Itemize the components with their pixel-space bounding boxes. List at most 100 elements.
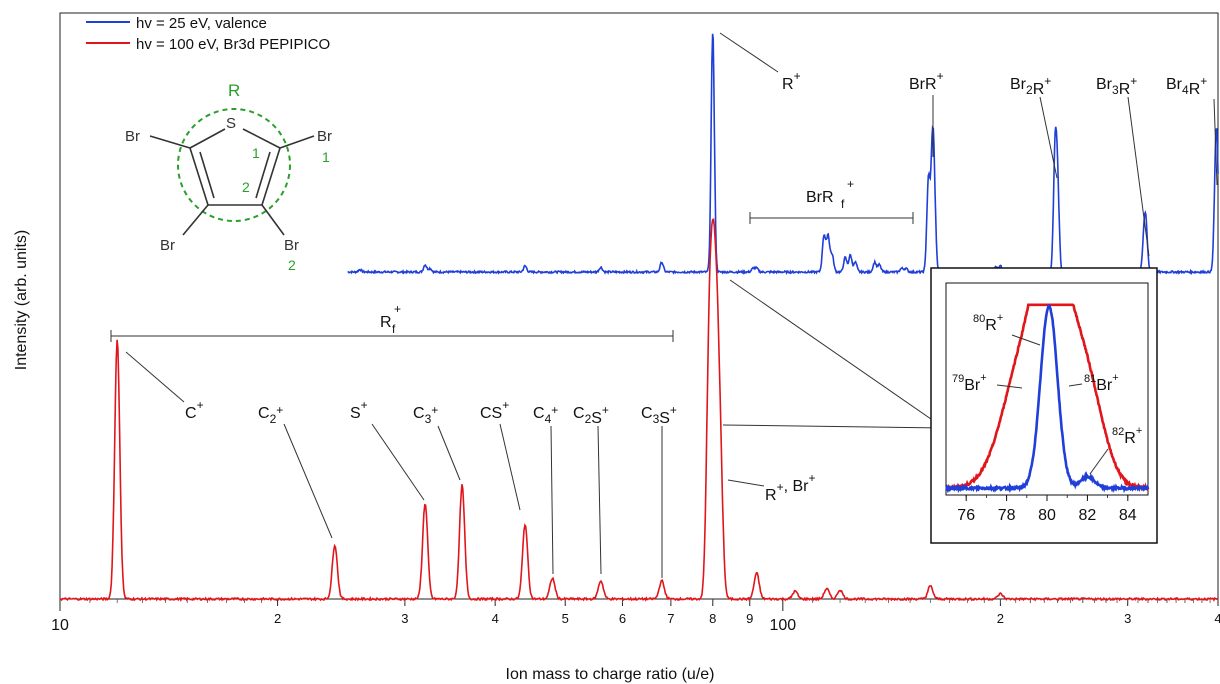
blue-peak-label: Br4R+ — [1166, 74, 1207, 98]
x-minor-tick-label: 4 — [1214, 611, 1220, 626]
blue-bracket-label-sub: f — [841, 197, 845, 211]
inset-peak-label: 81Br+ — [1084, 372, 1119, 394]
inset-leader — [996, 384, 1023, 389]
red-peak-label: C3S+ — [641, 403, 677, 427]
annotation-leader — [550, 425, 554, 575]
red-peak-label: C4+ — [533, 403, 558, 426]
annotation-leader — [125, 351, 185, 403]
red-bracket-label-sup: + — [394, 302, 401, 316]
annotation-leader — [597, 425, 602, 575]
blue-bracket-label: BrR — [806, 189, 834, 206]
bond — [279, 135, 315, 149]
annotation-leader — [499, 423, 521, 511]
red-peak-label: C+ — [185, 398, 204, 422]
red-peak-label: C3+ — [413, 403, 438, 426]
red-peak-label: C2+ — [258, 403, 283, 426]
inset-tick-label: 80 — [1038, 507, 1056, 524]
annotation-leader — [371, 423, 425, 501]
bracket-brrf — [749, 212, 914, 224]
x-minor-tick-label: 5 — [562, 611, 569, 626]
x-minor-tick-label: 2 — [274, 611, 281, 626]
x-minor-tick-label: 7 — [667, 611, 674, 626]
bond — [199, 151, 215, 199]
molecule-structure: R S Br Br Br Br 1 1 2 2 — [125, 81, 332, 273]
series-line-red — [59, 218, 1219, 602]
blue-bracket-label-sup: + — [847, 177, 854, 191]
bracket-rf — [110, 330, 674, 342]
y-axis-label: Intensity (arb. units) — [13, 230, 30, 371]
x-major-tick-label: 10 — [51, 617, 69, 634]
annotation-leader — [729, 279, 945, 429]
ring-dashed-circle — [177, 108, 291, 222]
red-bracket-label-sub: f — [392, 322, 396, 336]
inset-peak-label: 79Br+ — [952, 372, 987, 394]
bromine-atom: Br — [160, 237, 175, 254]
inset-x-ticks: 76 78 80 82 84 — [957, 495, 1137, 524]
blue-peak-label: Br2R+ — [1010, 74, 1051, 98]
red-peak-label: C2S+ — [573, 403, 609, 427]
inset-peak-label: 82R+ — [1112, 425, 1142, 447]
inset-peak-label: 80R+ — [973, 312, 1003, 334]
x-major-tick-label: 100 — [769, 617, 796, 634]
inset-tick-label: 78 — [998, 507, 1016, 524]
annotation-leader — [1039, 96, 1058, 179]
annotation-leader — [283, 423, 333, 539]
annotation-leader — [719, 32, 779, 73]
bond — [261, 147, 281, 206]
inset-series-line — [945, 304, 1150, 494]
blue-peak-label: BrR+ — [909, 69, 944, 93]
sulfur-atom: S — [226, 115, 236, 132]
inset-series-group — [945, 303, 1150, 494]
annotation-leader — [437, 425, 461, 481]
annotation-leader — [722, 424, 945, 429]
bromine-atom: Br — [317, 128, 332, 145]
legend-label-red: hv = 100 eV, Br3d PEPIPICO — [136, 36, 330, 53]
x-axis-ticks: 10 100 2 3 4 5 6 7 8 9 2 3 4 — [51, 599, 1220, 634]
red-peak-label: S+ — [350, 398, 368, 422]
x-axis-label: Ion mass to charge ratio (u/e) — [506, 666, 715, 683]
site-label-2: 2 — [288, 257, 296, 273]
red-bracket-label: R — [380, 314, 392, 331]
site-label-1: 1 — [252, 145, 260, 161]
x-minor-tick-label: 2 — [997, 611, 1004, 626]
x-minor-tick-label: 3 — [1124, 611, 1131, 626]
inset: 76 78 80 82 84 80R+ 79Br+ 81Br+ 82R+ — [930, 267, 1158, 544]
inset-leader — [1068, 383, 1083, 387]
inset-tick-label: 82 — [1079, 507, 1097, 524]
legend: hv = 25 eV, valence hv = 100 eV, Br3d PE… — [86, 15, 330, 53]
x-minor-tick-label: 8 — [709, 611, 716, 626]
inset-series-line — [945, 303, 1150, 492]
annotation-leader — [1127, 96, 1150, 257]
x-minor-tick-label: 9 — [746, 611, 753, 626]
red-peak-label: R+, Br+ — [765, 471, 815, 504]
blue-peak-label: R+ — [782, 69, 801, 93]
inset-leader — [1011, 334, 1041, 346]
inset-annotations: 80R+ 79Br+ 81Br+ 82R+ — [952, 312, 1142, 475]
bond — [255, 151, 271, 199]
blue-peak-label: Br3R+ — [1096, 74, 1137, 98]
inset-leader — [1089, 448, 1109, 475]
bond — [261, 204, 285, 236]
inset-tick-label: 76 — [957, 507, 975, 524]
x-minor-tick-label: 4 — [492, 611, 499, 626]
x-minor-tick-label: 6 — [619, 611, 626, 626]
bond — [182, 204, 209, 236]
site-label-2: 2 — [242, 179, 250, 195]
annotations-group: R+ BrR+ Br2R+ Br3R+ Br4R+BrR f+C+ C2+ S+ C3+ CS+ C… — [110, 32, 1218, 578]
bond — [149, 135, 191, 149]
bond — [189, 128, 226, 149]
bond — [189, 147, 209, 206]
bromine-atom: Br — [125, 128, 140, 145]
series-line-blue — [347, 33, 1219, 276]
bromine-atom: Br — [284, 237, 299, 254]
inset-tick-label: 84 — [1119, 507, 1137, 524]
site-label-1: 1 — [322, 149, 330, 165]
x-minor-tick-label: 3 — [401, 611, 408, 626]
bond — [242, 128, 281, 149]
red-peak-label: CS+ — [480, 398, 509, 422]
inset-frame — [930, 267, 1158, 544]
ring-label: R — [228, 81, 240, 100]
annotation-leader — [727, 479, 765, 487]
annotation-leader — [1213, 98, 1218, 186]
